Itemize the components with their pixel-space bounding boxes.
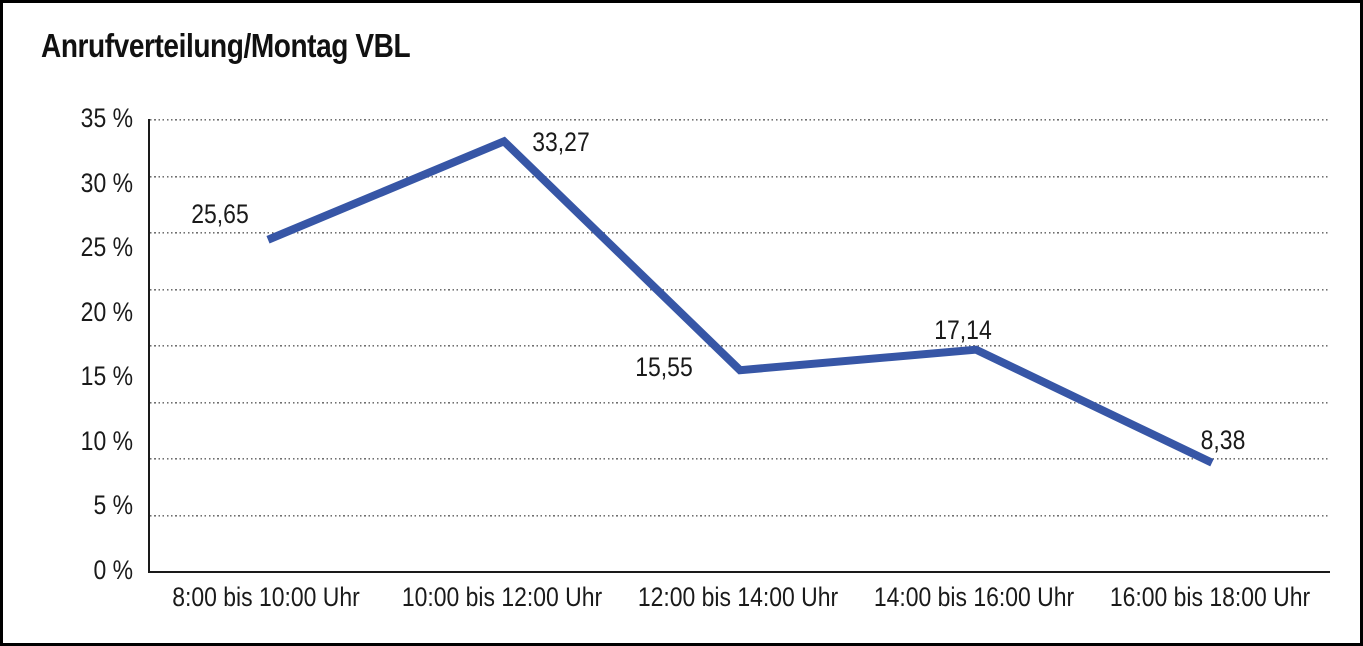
gridline xyxy=(150,514,1330,517)
y-tick-label: 30 % xyxy=(80,167,133,198)
plot-area xyxy=(148,119,1330,573)
x-tick-label: 8:00 bis 10:00 Uhr xyxy=(172,582,360,612)
y-tick-label: 0 % xyxy=(93,555,133,586)
gridline xyxy=(150,119,1330,121)
y-tick-label: 5 % xyxy=(93,490,133,521)
gridline xyxy=(150,401,1330,404)
gridline xyxy=(150,232,1330,234)
x-tick-label: 12:00 bis 14:00 Uhr xyxy=(637,582,839,612)
data-point-label: 33,27 xyxy=(532,127,590,158)
y-tick-label: 20 % xyxy=(80,296,133,327)
gridline xyxy=(150,288,1330,291)
data-point-label: 25,65 xyxy=(191,198,249,229)
chart-title: Anrufverteilung/Montag VBL xyxy=(41,27,411,64)
x-tick-label: 10:00 bis 12:00 Uhr xyxy=(401,582,603,612)
gridline xyxy=(150,458,1330,460)
line-series xyxy=(266,136,1214,467)
y-tick-label: 25 % xyxy=(80,232,133,263)
data-point-label: 17,14 xyxy=(934,314,992,345)
data-point-label: 15,55 xyxy=(635,352,693,383)
data-point-label: 8,38 xyxy=(1200,424,1246,455)
line-series-svg xyxy=(266,136,1214,467)
x-tick-label: 16:00 bis 18:00 Uhr xyxy=(1109,582,1311,612)
gridline xyxy=(150,175,1330,178)
y-tick-label: 35 % xyxy=(80,103,133,134)
y-tick-label: 15 % xyxy=(80,361,133,392)
x-tick-label: 14:00 bis 16:00 Uhr xyxy=(873,582,1075,612)
gridline xyxy=(150,345,1330,347)
y-tick-label: 10 % xyxy=(80,426,133,456)
